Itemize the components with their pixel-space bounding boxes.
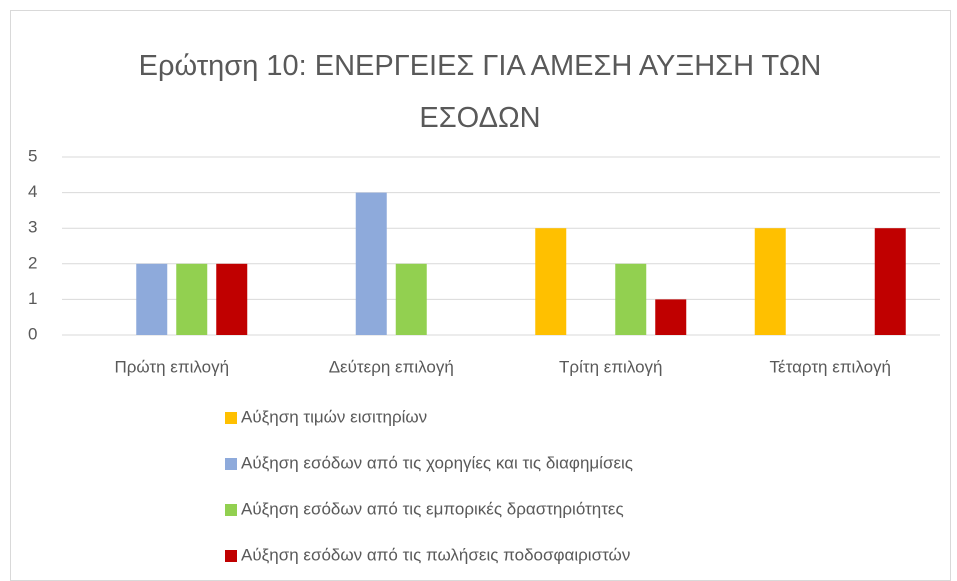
legend-swatch — [225, 412, 237, 424]
legend-label: Αύξηση εσόδων από τις χορηγίες και τις δ… — [241, 453, 633, 472]
legend-label: Αύξηση τιμών εισιτηρίων — [241, 407, 427, 426]
bar — [615, 263, 647, 335]
bar — [535, 228, 567, 335]
bar — [874, 228, 906, 335]
y-tick-label: 4 — [28, 182, 37, 201]
legend-swatch — [225, 458, 237, 470]
legend-label: Αύξηση εσόδων από τις πωλήσεις ποδοσφαιρ… — [241, 545, 630, 564]
x-tick-label: Τέταρτη επιλογή — [770, 357, 891, 376]
bar — [754, 228, 786, 335]
legend-swatch — [225, 504, 237, 516]
bar — [655, 299, 687, 335]
bar — [136, 263, 168, 335]
y-tick-label: 0 — [28, 324, 37, 343]
chart-title: Ερώτηση 10: ΕΝΕΡΓΕΙΕΣ ΓΙΑ ΑΜΕΣΗ ΑΥΞΗΣΗ Τ… — [138, 50, 822, 134]
legend-label: Αύξηση εσόδων από τις εμπορικές δραστηρι… — [241, 499, 624, 518]
y-tick-label: 3 — [28, 218, 37, 237]
y-tick-label: 5 — [28, 146, 37, 165]
x-tick-label: Τρίτη επιλογή — [559, 357, 662, 376]
bar — [216, 263, 248, 335]
y-tick-label: 2 — [28, 253, 37, 272]
bar — [395, 263, 427, 335]
bar — [355, 192, 387, 335]
x-tick-label: Δεύτερη επιλογή — [329, 357, 454, 376]
legend-swatch — [225, 550, 237, 562]
y-tick-label: 1 — [28, 289, 37, 308]
x-tick-label: Πρώτη επιλογή — [114, 357, 229, 376]
bar — [176, 263, 208, 335]
